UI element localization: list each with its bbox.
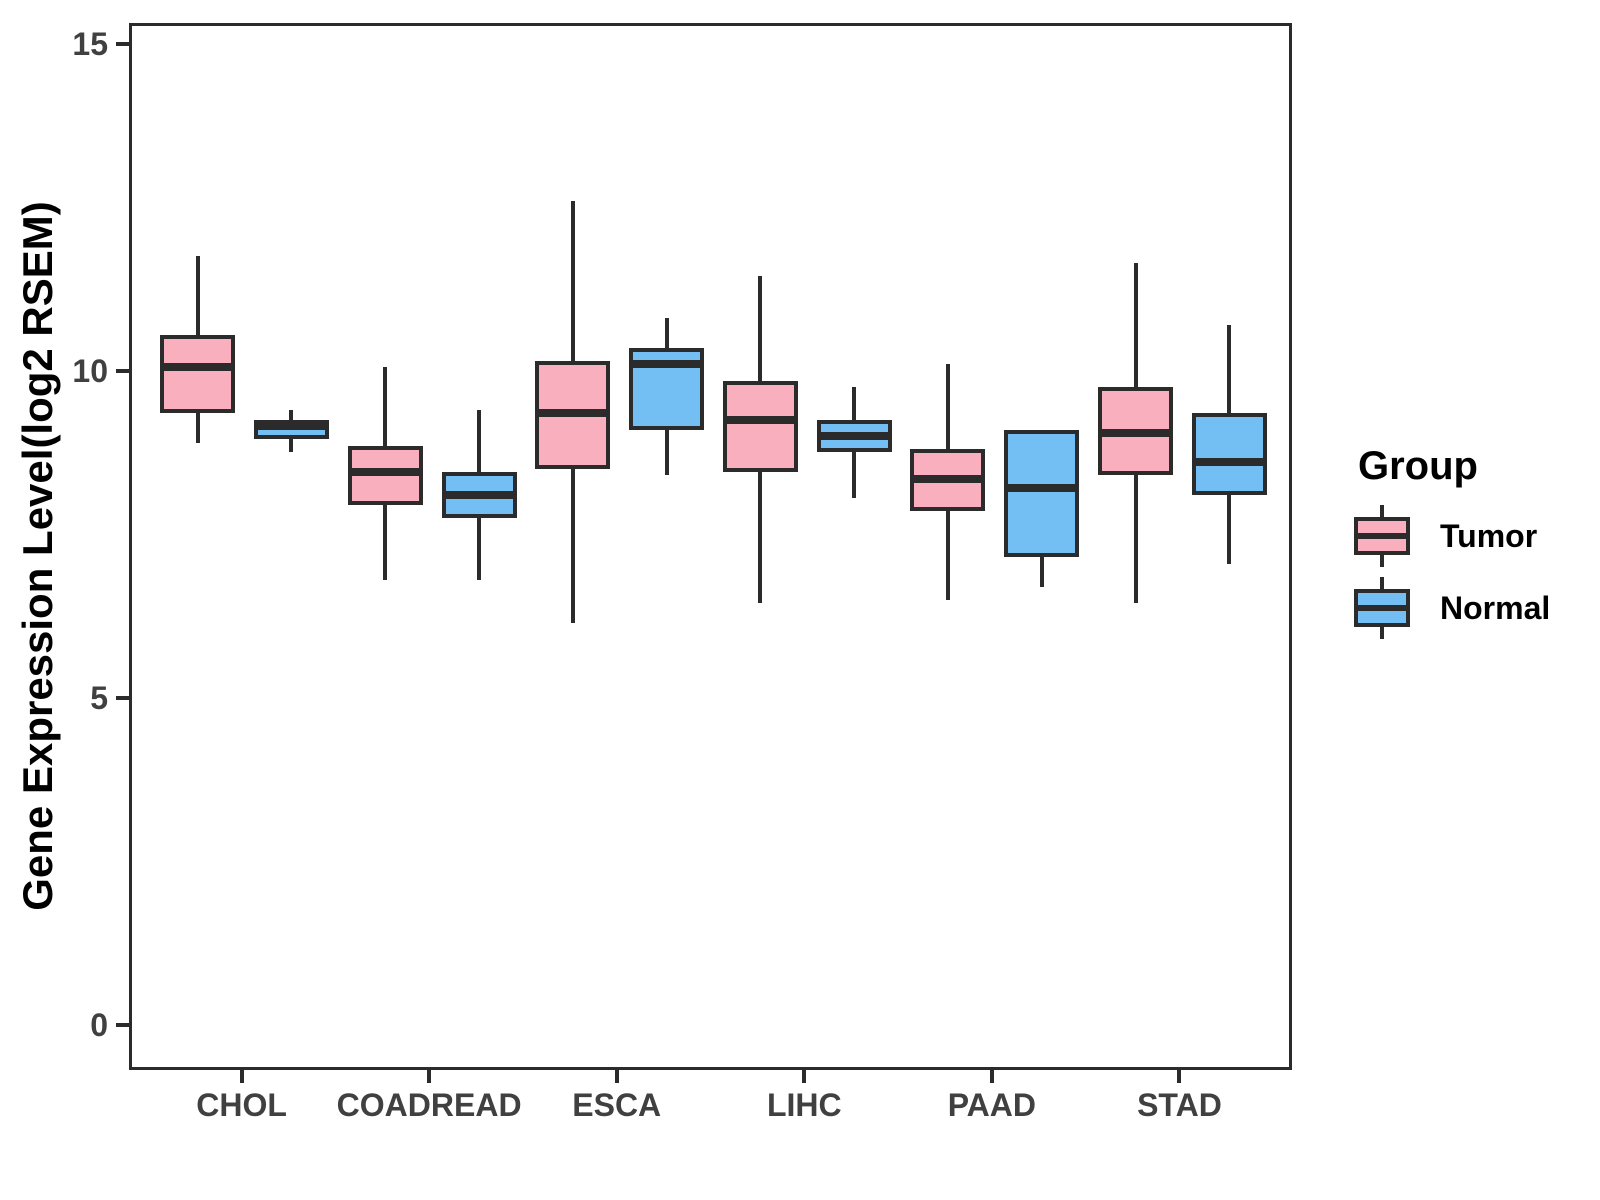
y-tick-label: 0 [90, 1007, 108, 1043]
x-tick [427, 1070, 432, 1083]
box-median-tumor-STAD [1098, 428, 1174, 437]
y-tick [116, 696, 129, 700]
x-tick-label: CHOL [196, 1087, 287, 1123]
box-median-normal-LIHC [816, 432, 892, 441]
box-tumor-CHOL [160, 334, 236, 414]
legend-item-normal: Normal [1354, 577, 1550, 639]
plot-panel [129, 23, 1292, 1070]
y-tick-label: 15 [72, 26, 108, 62]
box-median-normal-COADREAD [441, 490, 517, 499]
x-tick-label: LIHC [766, 1087, 842, 1123]
legend: Group Tumor Normal [1354, 444, 1550, 639]
box-median-normal-CHOL [253, 422, 329, 431]
legend-title: Group [1358, 444, 1478, 488]
swatch-median [1354, 605, 1410, 611]
x-tick-label: COADREAD [336, 1087, 522, 1123]
box-tumor-LIHC [722, 380, 798, 473]
y-tick [116, 42, 129, 46]
y-tick-label: 10 [72, 353, 108, 389]
y-axis-title: Gene Expression Level(log2 RSEM) [14, 201, 61, 911]
normal-boxplot-swatch [1354, 577, 1410, 639]
y-tick [116, 369, 129, 373]
box-median-tumor-CHOL [160, 363, 236, 372]
box-median-tumor-LIHC [722, 415, 798, 424]
swatch-median [1354, 533, 1410, 539]
box-median-tumor-COADREAD [347, 468, 423, 477]
x-tick-label: STAD [1137, 1087, 1222, 1123]
box-median-tumor-ESCA [535, 409, 611, 418]
x-tick [239, 1070, 244, 1083]
x-tick [614, 1070, 619, 1083]
y-tick-label: 5 [90, 680, 108, 716]
x-tick-label: ESCA [572, 1087, 662, 1123]
tumor-boxplot-swatch [1354, 505, 1410, 567]
x-tick [989, 1070, 994, 1083]
box-median-normal-ESCA [629, 360, 705, 369]
x-tick-label: PAAD [947, 1087, 1036, 1123]
box-normal-PAAD [1004, 429, 1080, 558]
y-tick [116, 1023, 129, 1027]
x-tick [1177, 1070, 1182, 1083]
box-median-tumor-PAAD [910, 474, 986, 483]
box-median-normal-STAD [1191, 458, 1267, 467]
box-median-normal-PAAD [1004, 484, 1080, 493]
legend-label-normal: Normal [1440, 589, 1551, 626]
x-tick [802, 1070, 807, 1083]
legend-label-tumor: Tumor [1440, 517, 1538, 554]
box-normal-STAD [1191, 413, 1267, 495]
legend-item-tumor: Tumor [1354, 505, 1550, 567]
